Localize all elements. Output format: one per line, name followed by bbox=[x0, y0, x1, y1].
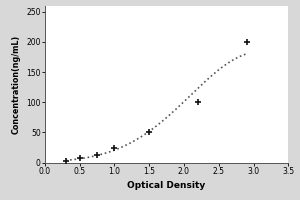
X-axis label: Optical Density: Optical Density bbox=[128, 181, 206, 190]
Y-axis label: Concentration(ng/mL): Concentration(ng/mL) bbox=[12, 35, 21, 134]
